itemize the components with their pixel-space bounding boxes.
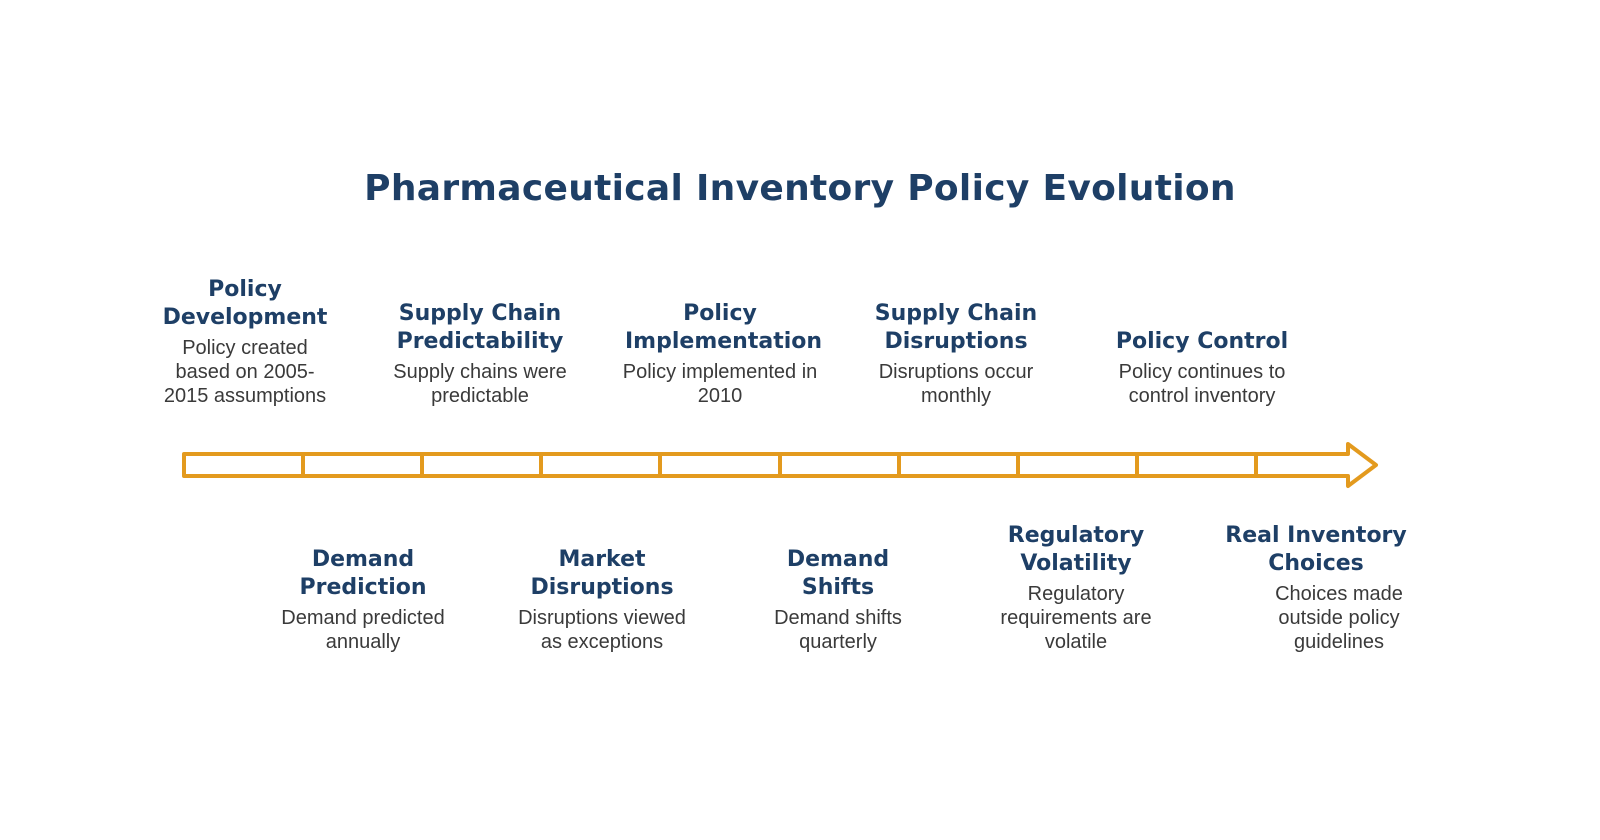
event-supply-chain-disruptions: Supply Chain Disruptions Disruptions occ… <box>836 300 1076 408</box>
timeline-arrow <box>182 442 1378 488</box>
event-description: Policy continues to control inventory <box>1118 361 1286 407</box>
event-description: Choices made outside policy guidelines <box>1275 583 1403 653</box>
event-regulatory-volatility: Regulatory Volatility Regulatory require… <box>956 522 1196 654</box>
event-title: Policy Control <box>1115 329 1289 354</box>
event-title: Market Disruptions <box>530 547 674 600</box>
event-title: Supply Chain Disruptions <box>874 301 1038 354</box>
event-real-inventory-choices: Real Inventory Choices Choices made outs… <box>1196 522 1436 654</box>
event-title: Policy Development <box>162 277 328 330</box>
event-description: Disruptions occur monthly <box>878 361 1034 407</box>
diagram-title: Pharmaceutical Inventory Policy Evolutio… <box>364 168 1236 209</box>
event-description: Disruptions viewed as exceptions <box>518 607 686 653</box>
event-policy-implementation: Policy Implementation Policy implemented… <box>600 300 840 408</box>
event-policy-development: Policy Development Policy created based … <box>130 276 360 408</box>
event-policy-control: Policy Control Policy continues to contr… <box>1082 328 1322 408</box>
event-title: Real Inventory Choices <box>1225 523 1407 576</box>
event-description: Policy created based on 2005-2015 assump… <box>163 337 327 407</box>
event-market-disruptions: Market Disruptions Disruptions viewed as… <box>482 546 722 654</box>
event-description: Supply chains were predictable <box>393 361 567 407</box>
event-description: Policy implemented in 2010 <box>622 361 818 407</box>
timeline-arrow-body <box>182 442 1378 488</box>
event-supply-chain-predictability: Supply Chain Predictability Supply chain… <box>360 300 600 408</box>
event-description: Demand shifts quarterly <box>774 607 902 653</box>
event-description: Regulatory requirements are volatile <box>1000 583 1152 653</box>
event-title: Demand Prediction <box>299 547 427 600</box>
event-title: Supply Chain Predictability <box>396 301 564 354</box>
event-title: Regulatory Volatility <box>1007 523 1145 576</box>
event-description: Demand predicted annually <box>281 607 445 653</box>
event-title: Policy Implementation <box>625 301 823 354</box>
event-title: Demand Shifts <box>786 547 890 600</box>
event-demand-shifts: Demand Shifts Demand shifts quarterly <box>718 546 958 654</box>
event-demand-prediction: Demand Prediction Demand predicted annua… <box>243 546 483 654</box>
